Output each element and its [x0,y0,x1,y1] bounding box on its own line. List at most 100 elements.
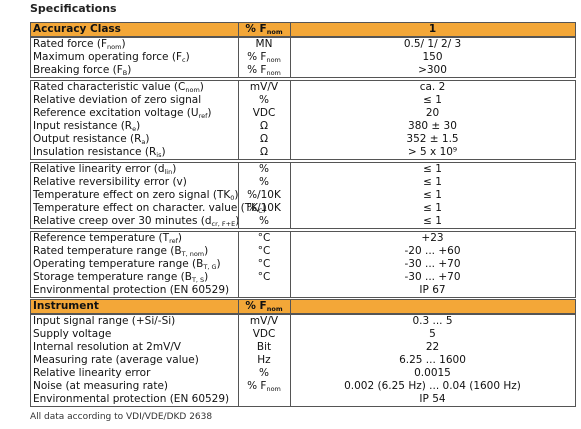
cell: % [238,176,290,189]
row-group-border [30,22,576,37]
text: ) [172,163,177,175]
cell: %/10K [238,202,290,215]
text: Internal resolution at 2mV/V [33,341,181,353]
text: 0.3 ... 5 [412,315,453,327]
text: nom [266,56,281,64]
text: +23 [421,232,444,244]
text: -20 ... +60 [404,245,461,257]
cell: Instrument [30,299,238,314]
text: %/10K [247,189,281,201]
text: B [122,69,128,77]
text: Rated force (F [33,38,107,50]
cell: Relative deviation of zero signal [30,94,238,107]
text: -30 ... +70 [404,258,461,270]
column-divider [238,37,239,78]
text: Reference temperature (T [33,232,170,244]
text: ) [234,189,239,201]
text: Breaking force (F [33,64,123,76]
cell: Maximum operating force (Fc) [30,51,238,64]
text: % F [245,23,267,35]
text: is [156,151,162,159]
text: C [258,207,263,215]
cell: °C [238,245,290,258]
text: nom [185,86,200,94]
column-divider [290,80,291,160]
text: Storage temperature range (B [33,271,192,283]
cell: ≤ 1 [290,94,575,107]
text: 6.25 ... 1600 [399,354,466,366]
text: 0.5/ 1/ 2/ 3 [403,38,462,50]
text: > 5 x 10⁹ [407,146,458,158]
cell: IP 67 [290,284,575,297]
text: cr, F+E [211,220,236,228]
text: Input signal range (+Si/-Si) [33,315,176,327]
text: Ω [259,146,269,158]
text: Noise (at measuring rate) [33,380,169,392]
text: % F [247,51,267,63]
text: ) [185,51,190,63]
cell: Insulation resistance (Ris) [30,146,238,159]
row-group-border [30,231,576,298]
cell: Accuracy Class [30,22,238,37]
cell: 6.25 ... 1600 [290,354,575,367]
cell: % Fnom [238,64,290,77]
column-divider [290,37,291,78]
text: ca. 2 [419,81,446,93]
text: ≤ 1 [423,94,442,106]
cell: +23 [290,232,575,245]
cell: Measuring rate (average value) [30,354,238,367]
text: VDC [252,328,276,340]
text: % F [247,64,267,76]
text: 20 [425,107,440,119]
column-divider [290,231,291,298]
cell: 0.0015 [290,367,575,380]
cell: °C [238,258,290,271]
cell: Relative linearity error [30,367,238,380]
text: ≤ 1 [423,163,442,175]
column-divider [238,162,239,229]
text: nom [266,69,281,77]
text: % [259,367,269,379]
text: nom [266,305,283,313]
text: ) [204,271,209,283]
text: ) [207,107,212,119]
text: Temperature effect on zero signal (TK [33,189,231,201]
text: nom [266,385,281,393]
cell: -30 ... +70 [290,258,575,271]
row-group-border [30,162,576,229]
text: T, S [191,276,205,284]
text: T, nom [181,250,205,258]
cell: Output resistance (Ra) [30,133,238,146]
column-divider [238,22,239,37]
text: Operating temperature range (B [33,258,204,270]
column-divider [290,22,291,37]
cell: 0.3 ... 5 [290,315,575,328]
text: ) [161,146,166,158]
text: ref [198,112,208,120]
text: -30 ... +70 [404,271,461,283]
cell: %/10K [238,189,290,202]
row-group-border [30,37,576,78]
cell: Operating temperature range (BT, G) [30,258,238,271]
text: 0.002 (6.25 Hz) ... 0.04 (1600 Hz) [344,380,521,392]
text: °C [257,258,271,270]
text: 380 ± 30 [408,120,457,132]
text: 352 ± 1.5 [406,133,459,145]
text: >300 [418,64,447,76]
cell: Noise (at measuring rate) [30,380,238,393]
text: T, G [203,263,217,271]
row-group-border [30,80,576,160]
text: ) [145,133,150,145]
text: MN [255,38,273,50]
cell: Rated characteristic value (Cnom) [30,81,238,94]
text: nom [107,43,122,51]
cell: 0.5/ 1/ 2/ 3 [290,38,575,51]
text: 5 [429,328,436,340]
cell: Ω [238,146,290,159]
text: 22 [425,341,440,353]
text: Relative creep over 30 minutes (d [33,215,212,227]
text: ≤ 1 [423,202,442,214]
text: ) [136,120,141,132]
cell: Temperature effect on character. value (… [30,202,267,215]
